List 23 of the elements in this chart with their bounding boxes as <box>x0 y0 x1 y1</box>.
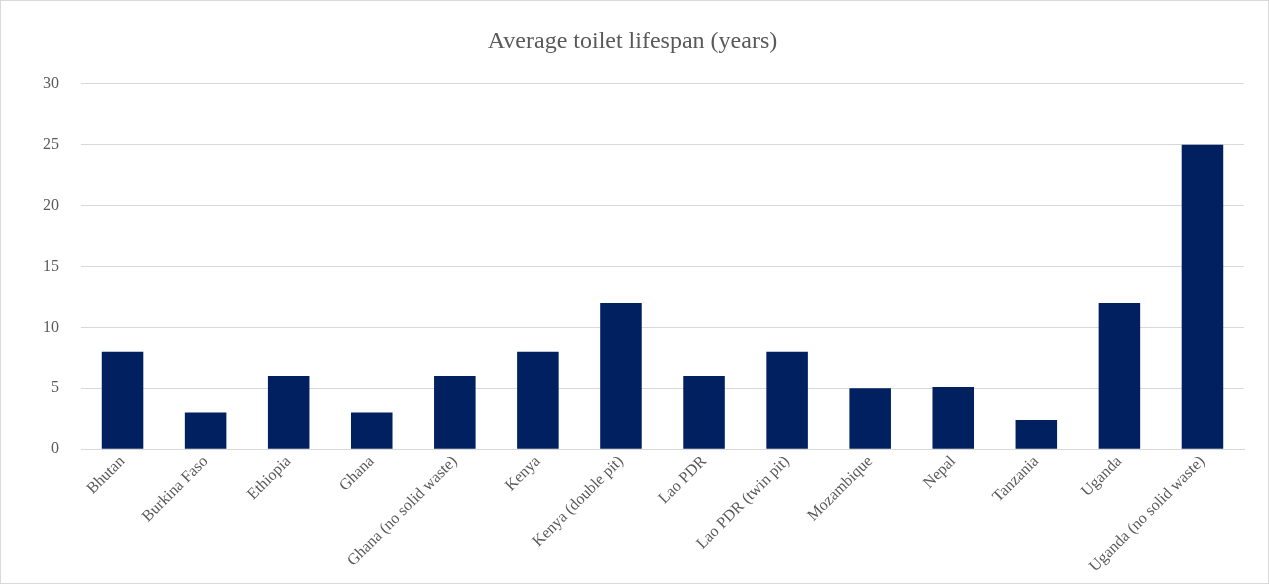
bar <box>849 388 891 449</box>
y-tick-label: 0 <box>51 439 59 457</box>
y-tick-label: 10 <box>43 317 59 335</box>
bar <box>267 376 310 449</box>
bar <box>434 376 476 449</box>
bar <box>766 351 808 449</box>
bar <box>350 412 393 449</box>
bar <box>683 376 725 449</box>
y-tick-label: 20 <box>43 195 59 213</box>
y-tick-label: 25 <box>43 134 59 152</box>
bar <box>1098 303 1141 449</box>
x-tick-label: Lao PDR <box>654 451 710 507</box>
y-tick-label: 30 <box>43 74 59 91</box>
bar <box>101 351 144 449</box>
y-tick-label: 15 <box>43 256 59 274</box>
bar <box>600 303 642 449</box>
bar <box>1015 419 1058 449</box>
bar <box>517 351 559 449</box>
chart-title: Average toilet lifespan (years) <box>487 26 778 53</box>
bar <box>932 387 975 449</box>
bar <box>1181 144 1224 449</box>
bar <box>184 412 227 449</box>
y-tick-label: 5 <box>51 378 59 396</box>
